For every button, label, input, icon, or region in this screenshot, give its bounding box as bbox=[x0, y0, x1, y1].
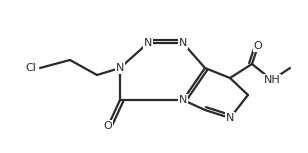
Text: N: N bbox=[226, 113, 234, 123]
Text: NH: NH bbox=[264, 75, 280, 85]
Text: N: N bbox=[144, 38, 152, 48]
Text: O: O bbox=[253, 41, 262, 51]
Text: N: N bbox=[179, 38, 187, 48]
Text: N: N bbox=[116, 63, 124, 73]
Text: Cl: Cl bbox=[25, 63, 36, 73]
Text: O: O bbox=[103, 121, 112, 131]
Text: N: N bbox=[179, 95, 187, 105]
